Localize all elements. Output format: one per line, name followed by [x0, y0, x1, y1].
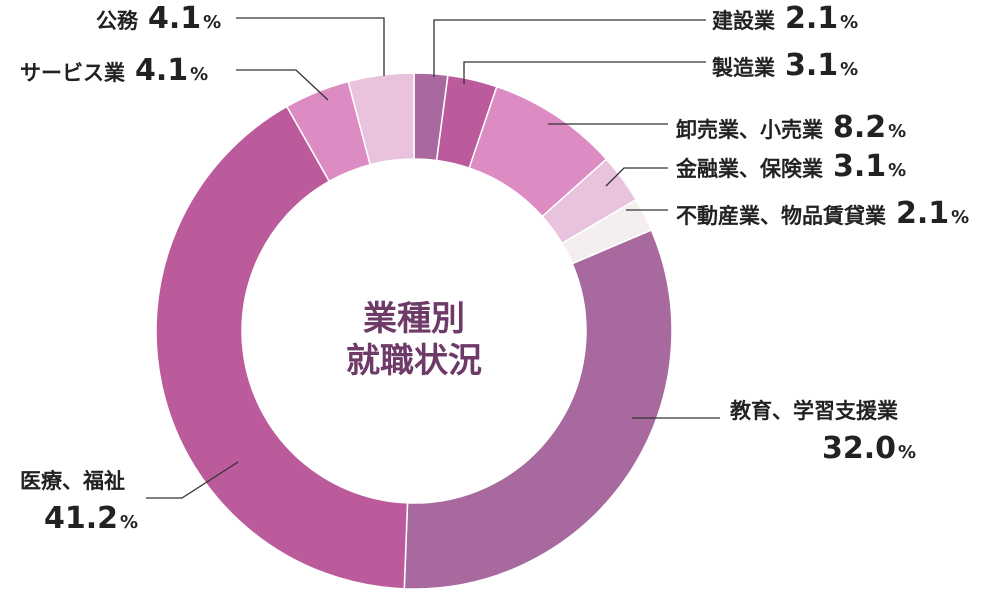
percent-sign: % — [840, 59, 858, 80]
slice-label-教育-学習支援業: 教育、学習支援業 32.0% — [730, 399, 916, 466]
slice-name: 医療、福祉 — [20, 469, 125, 493]
leader-line-建設業 — [433, 19, 706, 77]
percent-sign: % — [190, 64, 208, 85]
slice-label-卸売業-小売業: 卸売業、小売業 8.2% — [676, 110, 906, 145]
percent-sign: % — [888, 160, 906, 181]
slice-name: サービス業 — [20, 61, 126, 85]
percent-sign: % — [898, 442, 916, 463]
slice-label-不動産業-物品賃貸業: 不動産業、物品賃貸業 2.1% — [676, 196, 969, 231]
percent-sign: % — [951, 207, 969, 228]
slice-label-公務: 公務 4.1% — [96, 1, 221, 36]
slice-name: 教育、学習支援業 — [730, 399, 899, 423]
percent-sign: % — [120, 512, 138, 533]
leader-line-サービス業 — [236, 69, 329, 101]
percent-sign: % — [203, 12, 221, 33]
leader-line-製造業 — [463, 61, 706, 84]
center-title-line-2: 就職状況 — [346, 341, 482, 381]
slice-value: 8.2 — [833, 110, 886, 145]
leader-lines — [146, 17, 720, 499]
center-title-line-1: 業種別 — [363, 299, 465, 339]
slice-value: 4.1 — [148, 1, 201, 36]
slice-name: 製造業 — [711, 56, 776, 80]
slice-value: 41.2 — [44, 501, 118, 536]
slice-label-製造業: 製造業 3.1% — [711, 48, 858, 83]
slice-label-サービス業: サービス業 4.1% — [20, 53, 208, 88]
slice-value: 32.0 — [822, 431, 896, 466]
slice-label-金融業-保険業: 金融業、保険業 3.1% — [675, 149, 906, 184]
leader-line-金融業-保険業 — [605, 167, 668, 187]
leader-line-医療-福祉 — [146, 461, 239, 499]
slice-value: 2.1 — [785, 1, 838, 36]
percent-sign: % — [840, 12, 858, 33]
slice-value: 3.1 — [785, 48, 838, 83]
slice-教育-学習支援業 — [403, 229, 673, 590]
slice-label-医療-福祉: 医療、福祉 41.2% — [20, 469, 138, 536]
percent-sign: % — [888, 121, 906, 142]
slice-公務 — [347, 72, 415, 166]
slice-name: 建設業 — [712, 9, 776, 33]
slice-医療-福祉 — [155, 105, 409, 590]
slice-name: 卸売業、小売業 — [676, 118, 824, 142]
slice-name: 公務 — [96, 9, 139, 33]
leader-line-公務 — [236, 17, 385, 76]
slice-name: 金融業、保険業 — [675, 157, 824, 181]
slice-value: 4.1 — [135, 53, 188, 88]
slice-value: 2.1 — [896, 196, 949, 231]
slice-name: 不動産業、物品賃貸業 — [676, 204, 887, 228]
slice-value: 3.1 — [833, 149, 886, 184]
slice-label-建設業: 建設業 2.1% — [712, 1, 858, 36]
slice-labels: 建設業 2.1 %製造業 3.1 %卸売業、小売業 8.2 %金融業、保険業 3.1 %不動産業… — [20, 1, 969, 536]
donut-slices — [155, 72, 673, 590]
